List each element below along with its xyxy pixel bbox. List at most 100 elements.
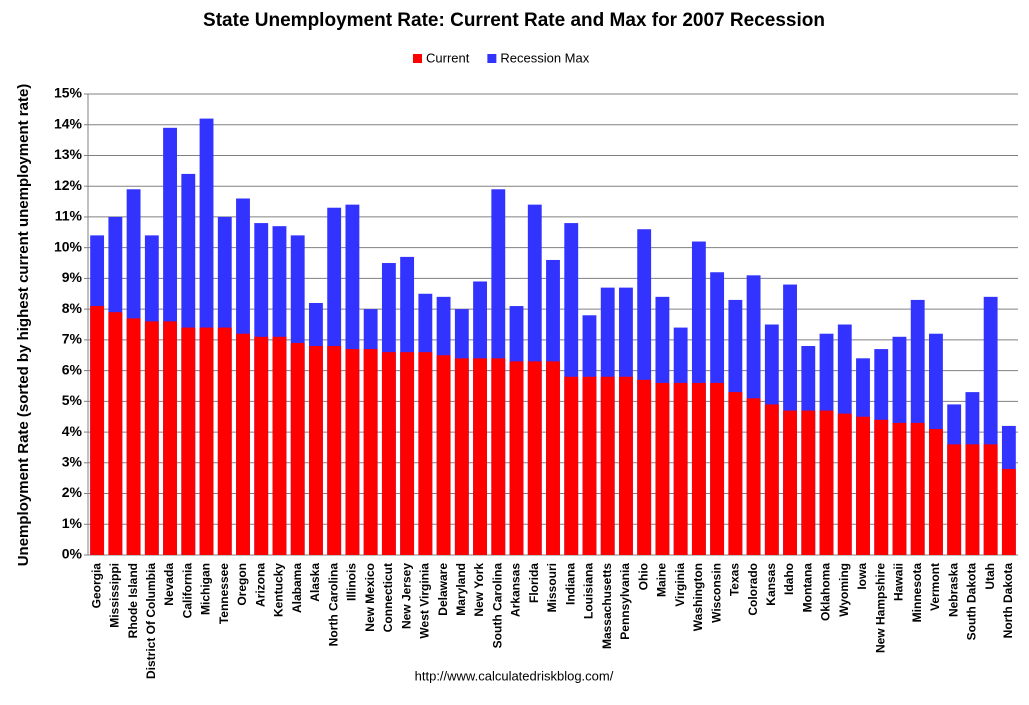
x-tick-label: Montana [800, 563, 814, 613]
bar [126, 318, 141, 555]
bar [309, 346, 323, 555]
bar [856, 416, 870, 555]
bar [965, 444, 980, 555]
x-tick-label: Kansas [764, 563, 778, 606]
bar [327, 346, 342, 555]
y-tick-label: 13% [54, 146, 83, 162]
bar [436, 355, 451, 555]
x-tick-label: Arkansas [509, 563, 523, 617]
x-tick-label: Florida [527, 563, 541, 603]
x-tick-label: Virginia [673, 563, 687, 607]
bar [199, 327, 214, 555]
bar [363, 349, 378, 555]
bar [837, 413, 852, 555]
bar [418, 352, 433, 555]
x-tick-label: Wyoming [837, 563, 851, 617]
x-tick-label: South Dakota [965, 563, 979, 641]
bar [929, 428, 943, 555]
x-tick-label: Maryland [454, 563, 468, 616]
x-tick-label: Indiana [563, 563, 577, 605]
x-tick-label: Nebraska [946, 563, 960, 617]
x-tick-label: Colorado [746, 563, 760, 616]
bar [527, 361, 542, 555]
x-tick-label: Massachusetts [600, 563, 614, 649]
bar [217, 327, 232, 555]
bar [947, 444, 962, 555]
bar [655, 382, 670, 555]
bar [746, 398, 761, 555]
y-tick-label: 14% [54, 115, 83, 131]
x-tick-label: Texas [728, 563, 742, 596]
y-tick-label: 12% [54, 177, 83, 193]
x-tick-label: Missouri [545, 563, 559, 612]
legend-label: Current [426, 50, 470, 65]
y-tick-label: 3% [62, 454, 83, 470]
x-tick-label: Michigan [199, 563, 213, 615]
bar [564, 376, 579, 555]
x-tick-label: South Carolina [490, 563, 504, 649]
bar [582, 376, 597, 555]
x-tick-label: Ohio [636, 563, 650, 590]
bar [254, 336, 269, 555]
bar [801, 410, 816, 555]
chart-title: State Unemployment Rate: Current Rate an… [203, 10, 825, 31]
x-tick-label: Alaska [308, 563, 322, 602]
x-tick-label: Iowa [855, 563, 869, 590]
x-tick-label: New Jersey [399, 563, 413, 629]
bar [691, 382, 706, 555]
x-tick-label: Oklahoma [819, 563, 833, 621]
bar [764, 404, 779, 555]
y-tick-label: 9% [62, 269, 83, 285]
bar [272, 336, 287, 555]
bar [892, 422, 907, 555]
bar [491, 358, 506, 555]
x-tick-label: Georgia [89, 563, 103, 609]
x-tick-label: North Dakota [1001, 563, 1015, 639]
x-tick-label: Alabama [290, 563, 304, 613]
y-tick-label: 2% [62, 484, 83, 500]
bar [1001, 468, 1016, 555]
bar [290, 342, 305, 555]
x-tick-label: Maine [655, 563, 669, 597]
bar [546, 361, 560, 555]
x-tick-label: Oregon [235, 563, 249, 606]
x-tick-label: Utah [983, 563, 997, 590]
x-tick-label: Connecticut [381, 563, 395, 632]
bar [728, 392, 743, 555]
y-tick-label: 0% [62, 546, 83, 562]
x-tick-label: Idaho [782, 563, 796, 595]
bar [983, 444, 998, 555]
bar [400, 352, 415, 555]
legend-label: Recession Max [500, 50, 589, 65]
bar [473, 358, 487, 555]
y-tick-label: 4% [62, 423, 83, 439]
x-tick-label: West Virginia [418, 563, 432, 639]
x-tick-label: Delaware [436, 563, 450, 616]
x-tick-label: Wisconsin [709, 563, 723, 623]
x-tick-label: Nevada [162, 563, 176, 606]
x-tick-label: District Of Columbia [144, 563, 158, 679]
x-tick-label: North Carolina [326, 563, 340, 647]
bar [619, 376, 633, 555]
bar [874, 419, 889, 555]
y-tick-label: 15% [54, 85, 83, 101]
bar [345, 349, 360, 555]
x-tick-label: Washington [691, 563, 705, 631]
x-tick-label: Vermont [928, 563, 942, 611]
x-tick-label: Kentucky [272, 563, 286, 617]
bar [637, 379, 652, 555]
y-tick-label: 7% [62, 331, 83, 347]
x-tick-label: Minnesota [910, 563, 924, 623]
y-tick-label: 1% [62, 515, 83, 531]
bar [509, 361, 524, 555]
bar [910, 422, 925, 555]
x-tick-label: California [180, 563, 194, 619]
bar [819, 410, 834, 555]
legend-swatch [487, 54, 497, 63]
bar [144, 321, 159, 555]
x-tick-label: Pennsylvania [618, 563, 632, 640]
bar [236, 333, 250, 555]
bar [163, 321, 177, 555]
y-tick-label: 8% [62, 300, 83, 316]
